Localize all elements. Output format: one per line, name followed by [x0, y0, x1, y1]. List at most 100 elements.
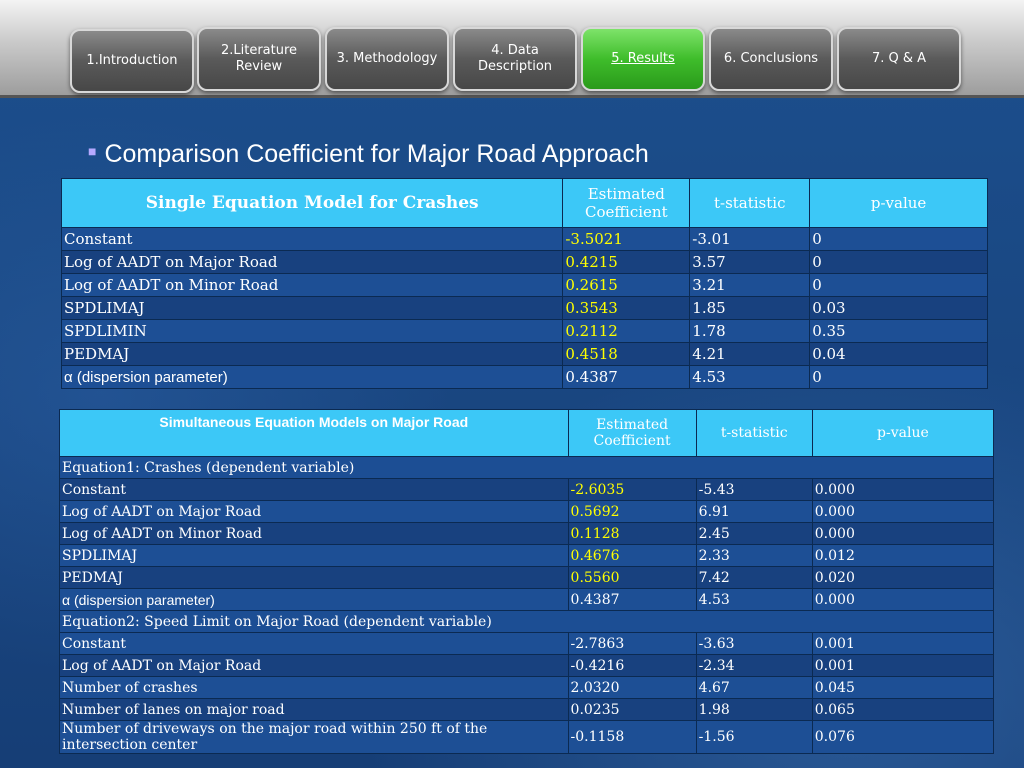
cell-p-value: 0 — [809, 227, 988, 251]
nav-label: 4. Data Description — [477, 43, 553, 74]
cell-t-statistic: 1.98 — [695, 698, 813, 721]
cell-p-value: 0.000 — [811, 588, 995, 611]
table-header-row: Single Equation Model for Crashes Estima… — [60, 178, 988, 228]
cell-p-value: 0.000 — [811, 500, 995, 523]
equation-label-row: Equation2: Speed Limit on Major Road (de… — [59, 610, 994, 633]
cell-coefficient: -0.1158 — [567, 720, 697, 754]
equation-label: Equation2: Speed Limit on Major Road (de… — [59, 610, 994, 633]
table-row: Constant -3.5021 -3.01 0 — [60, 227, 988, 251]
cell-variable: SPDLIMAJ — [59, 544, 569, 567]
cell-t-statistic: 7.42 — [695, 566, 813, 589]
simultaneous-equation-table: Simultaneous Equation Models on Major Ro… — [59, 409, 995, 754]
cell-variable: Number of lanes on major road — [59, 698, 569, 721]
cell-coefficient: 0.5692 — [567, 500, 697, 523]
nav-methodology[interactable]: 3. Methodology — [325, 27, 449, 91]
cell-coefficient: -0.4216 — [567, 654, 697, 677]
cell-p-value: 0.000 — [811, 478, 995, 501]
cell-t-statistic: 3.57 — [689, 250, 811, 274]
cell-p-value: 0.065 — [811, 698, 995, 721]
table-row: Log of AADT on Minor Road 0.1128 2.45 0.000 — [59, 522, 995, 545]
cell-coefficient: 0.4676 — [567, 544, 697, 567]
cell-t-statistic: 2.45 — [695, 522, 813, 545]
nav-label: 5. Results — [611, 51, 675, 66]
header-t-statistic: t-statistic — [695, 409, 813, 457]
nav-bar: 1.Introduction 2.Literature Review 3. Me… — [0, 0, 1024, 98]
cell-coefficient: -3.5021 — [562, 227, 691, 251]
cell-coefficient: 0.4518 — [562, 342, 691, 366]
cell-variable: Log of AADT on Minor Road — [59, 522, 569, 545]
cell-t-statistic: 3.21 — [689, 273, 811, 297]
table-row: Constant -2.7863 -3.63 0.001 — [59, 632, 995, 655]
header-model: Single Equation Model for Crashes — [60, 178, 564, 228]
cell-variable: Log of AADT on Minor Road — [60, 273, 564, 297]
cell-t-statistic: 1.85 — [689, 296, 811, 320]
equation-label: Equation1: Crashes (dependent variable) — [59, 456, 994, 479]
header-p-value: p-value — [811, 409, 995, 457]
slide-heading: ■ Comparison Coefficient for Major Road A… — [88, 140, 649, 169]
cell-variable: Log of AADT on Major Road — [60, 250, 564, 274]
nav-label: 3. Methodology — [336, 51, 438, 66]
nav-results[interactable]: 5. Results — [581, 27, 705, 91]
cell-variable: PEDMAJ — [60, 342, 564, 366]
cell-t-statistic: 6.91 — [695, 500, 813, 523]
header-coefficient: Estimated Coefficient — [562, 178, 691, 228]
cell-p-value: 0.012 — [811, 544, 995, 567]
cell-variable: Constant — [59, 632, 569, 655]
cell-p-value: 0.001 — [811, 654, 995, 677]
cell-coefficient: 0.4387 — [562, 365, 691, 389]
cell-t-statistic: -3.63 — [695, 632, 813, 655]
table-row: Constant -2.6035 -5.43 0.000 — [59, 478, 995, 501]
cell-p-value: 0 — [809, 365, 988, 389]
nav-literature-review[interactable]: 2.Literature Review — [197, 27, 321, 91]
cell-variable: α (dispersion parameter) — [59, 588, 569, 611]
cell-p-value: 0.04 — [809, 342, 988, 366]
single-equation-table: Single Equation Model for Crashes Estima… — [60, 178, 988, 389]
nav-introduction[interactable]: 1.Introduction — [70, 29, 194, 93]
nav-label: 1.Introduction — [86, 53, 178, 68]
cell-p-value: 0.000 — [811, 522, 995, 545]
nav-label: 2.Literature Review — [220, 43, 298, 74]
cell-coefficient: 0.4215 — [562, 250, 691, 274]
equation-label-row: Equation1: Crashes (dependent variable) — [59, 456, 994, 479]
table-row: Log of AADT on Major Road 0.4215 3.57 0 — [60, 250, 988, 274]
cell-coefficient: 0.2615 — [562, 273, 691, 297]
nav-q-and-a[interactable]: 7. Q & A — [837, 27, 961, 91]
cell-p-value: 0.076 — [811, 720, 995, 754]
cell-p-value: 0.03 — [809, 296, 988, 320]
cell-t-statistic: 1.78 — [689, 319, 811, 343]
header-t-statistic: t-statistic — [689, 178, 811, 228]
cell-p-value: 0 — [809, 250, 988, 274]
table-row: Number of crashes 2.0320 4.67 0.045 — [59, 676, 995, 699]
cell-p-value: 0 — [809, 273, 988, 297]
cell-p-value: 0.045 — [811, 676, 995, 699]
cell-variable: Number of crashes — [59, 676, 569, 699]
table-row: PEDMAJ 0.5560 7.42 0.020 — [59, 566, 995, 589]
table-row: Number of lanes on major road 0.0235 1.98 0… — [59, 698, 995, 721]
nav-conclusions[interactable]: 6. Conclusions — [709, 27, 833, 91]
cell-coefficient: 0.3543 — [562, 296, 691, 320]
cell-p-value: 0.020 — [811, 566, 995, 589]
table-header-row: Simultaneous Equation Models on Major Ro… — [59, 409, 995, 457]
cell-t-statistic: 2.33 — [695, 544, 813, 567]
table-row: SPDLIMAJ 0.3543 1.85 0.03 — [60, 296, 988, 320]
cell-coefficient: 2.0320 — [567, 676, 697, 699]
cell-variable: Log of AADT on Major Road — [59, 500, 569, 523]
nav-label: 6. Conclusions — [723, 51, 819, 66]
cell-t-statistic: -5.43 — [695, 478, 813, 501]
cell-t-statistic: 4.67 — [695, 676, 813, 699]
cell-variable: Constant — [60, 227, 564, 251]
table-row: α (dispersion parameter) 0.4387 4.53 0 — [60, 365, 988, 389]
cell-p-value: 0.001 — [811, 632, 995, 655]
header-p-value: p-value — [809, 178, 988, 228]
nav-label: 7. Q & A — [871, 51, 927, 66]
header-model: Simultaneous Equation Models on Major Ro… — [59, 409, 569, 457]
cell-coefficient: 0.0235 — [567, 698, 697, 721]
bullet-square-icon: ■ — [88, 143, 97, 159]
table-body: Constant -3.5021 -3.01 0 Log of AADT on Majo… — [60, 227, 988, 389]
cell-coefficient: 0.4387 — [567, 588, 697, 611]
nav-data-description[interactable]: 4. Data Description — [453, 27, 577, 91]
cell-variable: Log of AADT on Major Road — [59, 654, 569, 677]
table-body: Equation1: Crashes (dependent variable) C… — [59, 456, 995, 754]
cell-coefficient: 0.2112 — [562, 319, 691, 343]
cell-variable: SPDLIMAJ — [60, 296, 564, 320]
